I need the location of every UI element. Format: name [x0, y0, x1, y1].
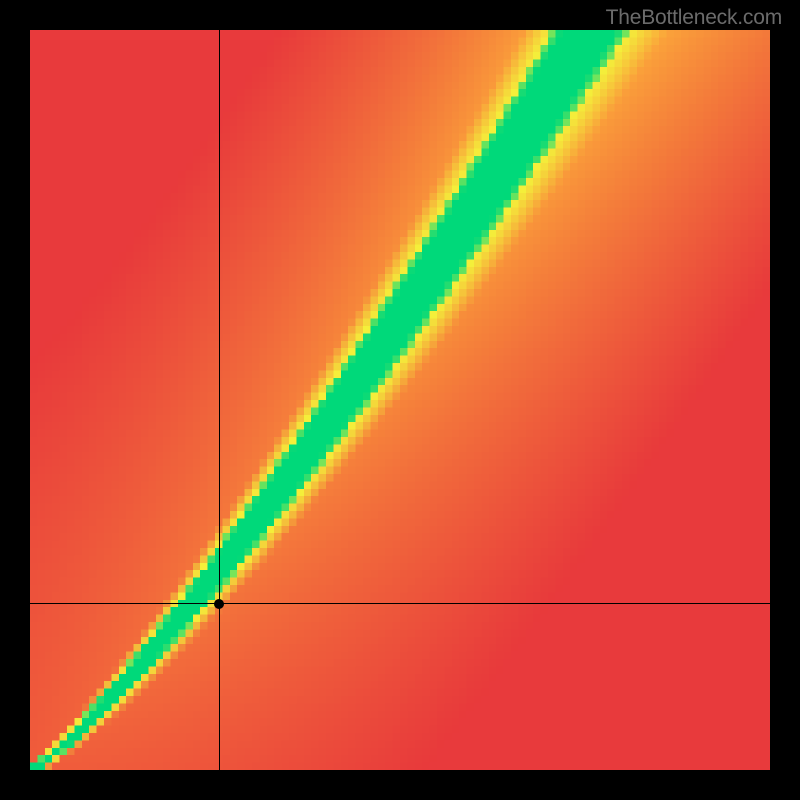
plot-area	[30, 30, 770, 770]
chart-frame: TheBottleneck.com	[0, 0, 800, 800]
heatmap-canvas	[30, 30, 770, 770]
crosshair-horizontal	[30, 603, 770, 604]
data-point-marker	[214, 599, 224, 609]
watermark-text: TheBottleneck.com	[606, 6, 782, 30]
crosshair-vertical	[219, 30, 220, 770]
